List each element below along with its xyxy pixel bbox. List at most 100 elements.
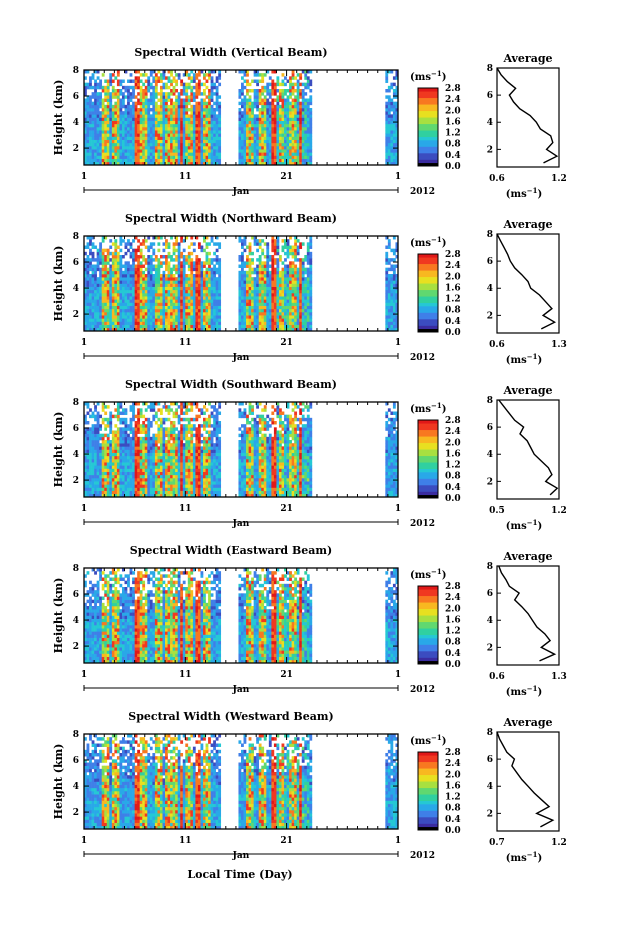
heatmap-cell: [302, 271, 305, 274]
heatmap-cell: [119, 130, 122, 133]
heatmap-cell: [190, 133, 193, 136]
heatmap-cell: [145, 299, 148, 302]
heatmap-cell: [175, 152, 178, 155]
heatmap-cell: [122, 105, 125, 108]
heatmap-cell: [208, 156, 211, 159]
heatmap-cell: [309, 246, 312, 249]
heatmap-cell: [284, 252, 287, 255]
heatmap-cell: [393, 108, 396, 111]
heatmap-cell: [307, 268, 310, 271]
heatmap-cell: [269, 114, 272, 117]
heatmap-cell: [193, 137, 196, 140]
heatmap-cell: [137, 312, 140, 315]
heatmap-cell: [119, 149, 122, 152]
heatmap-cell: [304, 133, 307, 136]
heatmap-cell: [89, 239, 92, 242]
heatmap-cell: [155, 325, 158, 328]
heatmap-cell: [289, 249, 292, 252]
heatmap-cell: [185, 152, 188, 155]
x-tick-label: 1: [395, 338, 401, 348]
heatmap-cell: [117, 325, 120, 328]
heatmap-cell: [211, 290, 214, 293]
heatmap-cell: [145, 261, 148, 264]
average-y-tick-label: 8: [487, 64, 493, 74]
heatmap-cell: [89, 124, 92, 127]
heatmap-cell: [97, 290, 100, 293]
heatmap-cell: [251, 121, 254, 124]
heatmap-cell: [274, 121, 277, 124]
heatmap-cell: [109, 137, 112, 140]
heatmap-cell: [142, 133, 145, 136]
heatmap-cell: [89, 102, 92, 105]
heatmap-cell: [163, 315, 166, 318]
heatmap-cell: [297, 239, 300, 242]
heatmap-cell: [155, 149, 158, 152]
heatmap-cell: [130, 130, 133, 133]
average-x-tick-label: 0.6: [489, 340, 505, 350]
heatmap-cell: [165, 246, 168, 249]
heatmap-cell: [251, 318, 254, 321]
heatmap-cell: [122, 309, 125, 312]
heatmap-cell: [165, 312, 168, 315]
heatmap-cell: [203, 309, 206, 312]
heatmap-cell: [132, 143, 135, 146]
heatmap-cell: [180, 143, 183, 146]
heatmap-cell: [216, 102, 219, 105]
heatmap-cell: [99, 309, 102, 312]
heatmap-cell: [190, 152, 193, 155]
heatmap-cell: [259, 312, 262, 315]
heatmap-cell: [170, 296, 173, 299]
heatmap-cell: [89, 431, 92, 434]
heatmap-cell: [168, 80, 171, 83]
heatmap-cell: [112, 80, 115, 83]
heatmap-cell: [206, 318, 209, 321]
heatmap-cell: [254, 133, 257, 136]
heatmap-cell: [87, 133, 90, 136]
heatmap-cell: [284, 133, 287, 136]
heatmap-cell: [304, 306, 307, 309]
heatmap-cell: [213, 265, 216, 268]
heatmap-cell: [117, 306, 120, 309]
heatmap-cell: [107, 121, 110, 124]
heatmap-cell: [266, 258, 269, 261]
heatmap-cell: [97, 133, 100, 136]
heatmap-cell: [249, 127, 252, 130]
heatmap-cell: [198, 293, 201, 296]
average-y-tick-label: 6: [487, 257, 493, 267]
heatmap-cell: [206, 156, 209, 159]
heatmap-cell: [87, 405, 90, 408]
heatmap-cell: [271, 306, 274, 309]
heatmap-cell: [112, 277, 115, 280]
heatmap-cell: [218, 73, 221, 76]
heatmap-cell: [185, 146, 188, 149]
heatmap-cell: [249, 149, 252, 152]
heatmap-cell: [140, 277, 143, 280]
heatmap-cell: [195, 318, 198, 321]
heatmap-cell: [276, 133, 279, 136]
heatmap-cell: [211, 277, 214, 280]
heatmap-cell: [102, 456, 105, 459]
heatmap-cell: [190, 322, 193, 325]
heatmap-cell: [200, 146, 203, 149]
heatmap-cell: [393, 252, 396, 255]
heatmap-cell: [261, 265, 264, 268]
heatmap-cell: [208, 95, 211, 98]
heatmap-cell: [170, 108, 173, 111]
heatmap-cell: [168, 76, 171, 79]
heatmap-cell: [385, 121, 388, 124]
heatmap-cell: [390, 124, 393, 127]
heatmap-cell: [274, 108, 277, 111]
heatmap-cell: [304, 271, 307, 274]
heatmap-cell: [107, 287, 110, 290]
heatmap-cell: [388, 268, 391, 271]
colorbar-swatch: [418, 270, 438, 274]
heatmap-cell: [87, 111, 90, 114]
heatmap-cell: [99, 99, 102, 102]
heatmap-cell: [206, 127, 209, 130]
heatmap-cell: [203, 271, 206, 274]
heatmap-cell: [216, 293, 219, 296]
heatmap-cell: [99, 306, 102, 309]
heatmap-cell: [393, 114, 396, 117]
heatmap-cell: [304, 124, 307, 127]
heatmap-cell: [165, 149, 168, 152]
